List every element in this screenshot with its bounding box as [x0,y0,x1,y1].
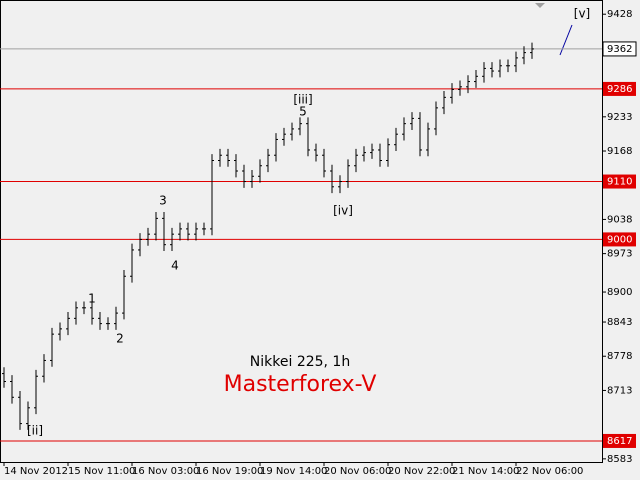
x-tick-label: 14 Nov 2012 [4,466,68,477]
y-tick-label: 8778 [607,351,632,362]
wave-label: [ii] [27,424,43,438]
level-box [603,81,636,96]
y-tick-label: 9233 [607,112,632,123]
plot-frame [0,0,603,463]
level-label: 9286 [607,84,632,95]
x-tick-label: 19 Nov 14:00 [260,466,327,477]
x-tick-label: 21 Nov 14:00 [452,466,519,477]
level-box [603,232,636,247]
x-tick-label: 22 Nov 06:00 [516,466,583,477]
wave-label: 2 [116,332,124,346]
y-tick-label: 9038 [607,214,632,225]
chart-subtitle: Masterforex-V [224,372,377,397]
y-tick-label: 9168 [607,146,632,157]
y-tick-label: 8900 [607,287,632,298]
wave-label: [v] [574,7,590,21]
wave-label: [iii] [293,93,312,107]
wave-label: 3 [159,194,167,208]
x-tick-label: 20 Nov 22:00 [388,466,455,477]
shift-marker [535,3,545,8]
x-tick-label: 20 Nov 06:00 [324,466,391,477]
wave-label: 5 [299,105,307,119]
y-tick-label: 8973 [607,249,632,260]
y-tick-label: 8843 [607,317,632,328]
current-price-label: 9362 [607,44,632,55]
projection-line [559,24,573,56]
chart-title: Nikkei 225, 1h [250,354,350,370]
y-tick-label: 9428 [607,9,632,20]
wave-label: 4 [171,259,179,273]
current-price-box [602,41,637,57]
wave-label: 1 [88,292,96,306]
wave-label: [iv] [333,204,353,218]
x-tick-label: 15 Nov 11:00 [68,466,135,477]
level-label: 9000 [607,234,632,245]
level-box [603,433,636,448]
x-tick-label: 16 Nov 03:00 [132,466,199,477]
y-tick-label: 8583 [607,454,632,465]
x-tick-label: 16 Nov 19:00 [196,466,263,477]
level-label: 8617 [607,436,632,447]
level-label: 9110 [607,177,632,188]
y-tick-label: 8713 [607,385,632,396]
level-box [603,174,636,189]
